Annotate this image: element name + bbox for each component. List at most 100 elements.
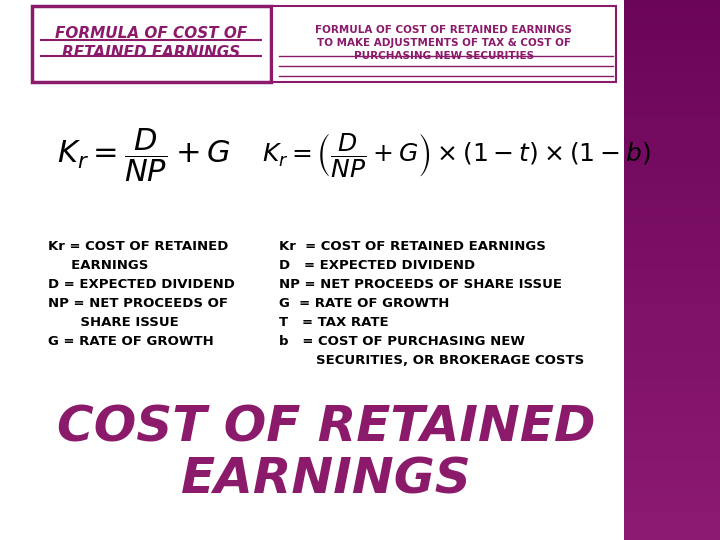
Bar	[624, 20, 720, 23]
Bar	[624, 370, 720, 373]
Bar	[624, 309, 720, 312]
Bar	[624, 459, 720, 462]
Bar	[624, 315, 720, 319]
Bar	[624, 305, 720, 308]
Bar	[624, 275, 720, 279]
Bar	[624, 239, 720, 242]
Bar	[624, 318, 720, 321]
Bar	[624, 448, 720, 451]
Bar	[624, 122, 720, 124]
Bar	[624, 499, 720, 502]
Bar	[624, 214, 720, 217]
Bar	[624, 180, 720, 184]
Bar	[624, 208, 720, 211]
Bar	[624, 508, 720, 510]
Bar	[624, 147, 720, 150]
Bar	[624, 254, 720, 258]
Bar	[624, 39, 720, 42]
Bar	[624, 394, 720, 396]
Bar	[624, 92, 720, 95]
Bar	[624, 166, 720, 168]
Bar	[624, 490, 720, 494]
Bar	[624, 341, 720, 344]
Bar	[624, 52, 720, 55]
Bar	[624, 216, 720, 219]
Bar	[624, 201, 720, 205]
Bar	[624, 256, 720, 259]
Bar	[624, 8, 720, 11]
Bar	[624, 311, 720, 314]
Bar	[624, 345, 720, 348]
Bar	[624, 465, 720, 468]
Bar	[624, 303, 720, 306]
Bar	[624, 535, 720, 538]
Bar	[624, 336, 720, 340]
Bar	[624, 484, 720, 487]
Bar	[624, 96, 720, 99]
Bar	[624, 195, 720, 198]
Bar	[624, 284, 720, 287]
Bar	[624, 511, 720, 515]
Bar	[624, 161, 720, 165]
Bar	[624, 269, 720, 272]
Bar	[624, 176, 720, 179]
Bar	[624, 127, 720, 131]
Bar	[624, 442, 720, 445]
Bar	[624, 273, 720, 276]
Bar	[624, 231, 720, 234]
Bar	[624, 164, 720, 167]
Bar	[624, 282, 720, 285]
Bar	[624, 357, 720, 361]
Bar	[624, 471, 720, 475]
Text: $K_r = \dfrac{D}{NP} + G$: $K_r = \dfrac{D}{NP} + G$	[58, 126, 231, 184]
Bar	[624, 64, 720, 68]
Bar	[624, 296, 720, 300]
Bar	[624, 362, 720, 365]
Bar	[624, 143, 720, 146]
Bar	[624, 434, 720, 437]
Bar	[624, 33, 720, 36]
Bar	[624, 0, 720, 540]
Bar	[624, 320, 720, 323]
Bar	[624, 402, 720, 405]
Bar	[624, 486, 720, 489]
Text: Kr  = COST OF RETAINED EARNINGS
D   = EXPECTED DIVIDEND
NP = NET PROCEEDS OF SHA: Kr = COST OF RETAINED EARNINGS D = EXPEC…	[279, 240, 584, 367]
Bar	[624, 360, 720, 363]
Bar	[624, 480, 720, 483]
Bar	[624, 62, 720, 65]
Bar	[624, 41, 720, 44]
Bar	[624, 330, 720, 333]
Bar	[624, 191, 720, 194]
Bar	[624, 334, 720, 338]
Bar	[624, 353, 720, 356]
Bar	[624, 109, 720, 112]
Bar	[624, 423, 720, 426]
Bar	[624, 410, 720, 414]
Text: EARNINGS: EARNINGS	[181, 456, 472, 504]
Bar	[624, 241, 720, 245]
Bar	[624, 259, 720, 261]
Bar	[624, 355, 720, 359]
Bar	[624, 60, 720, 63]
Bar	[624, 469, 720, 472]
Bar	[624, 332, 720, 335]
Bar	[624, 244, 720, 247]
Bar	[624, 381, 720, 384]
Bar	[624, 126, 720, 129]
Bar	[624, 404, 720, 407]
Bar	[624, 347, 720, 350]
Bar	[624, 271, 720, 274]
Bar	[624, 368, 720, 372]
Bar	[624, 408, 720, 411]
Bar	[624, 79, 720, 82]
Bar	[624, 56, 720, 59]
Bar	[624, 455, 720, 458]
Bar	[624, 227, 720, 230]
Bar	[624, 267, 720, 270]
FancyBboxPatch shape	[32, 6, 271, 82]
Bar	[624, 222, 720, 226]
Bar	[624, 159, 720, 163]
Bar	[624, 537, 720, 540]
Bar	[624, 379, 720, 382]
Bar	[624, 280, 720, 282]
